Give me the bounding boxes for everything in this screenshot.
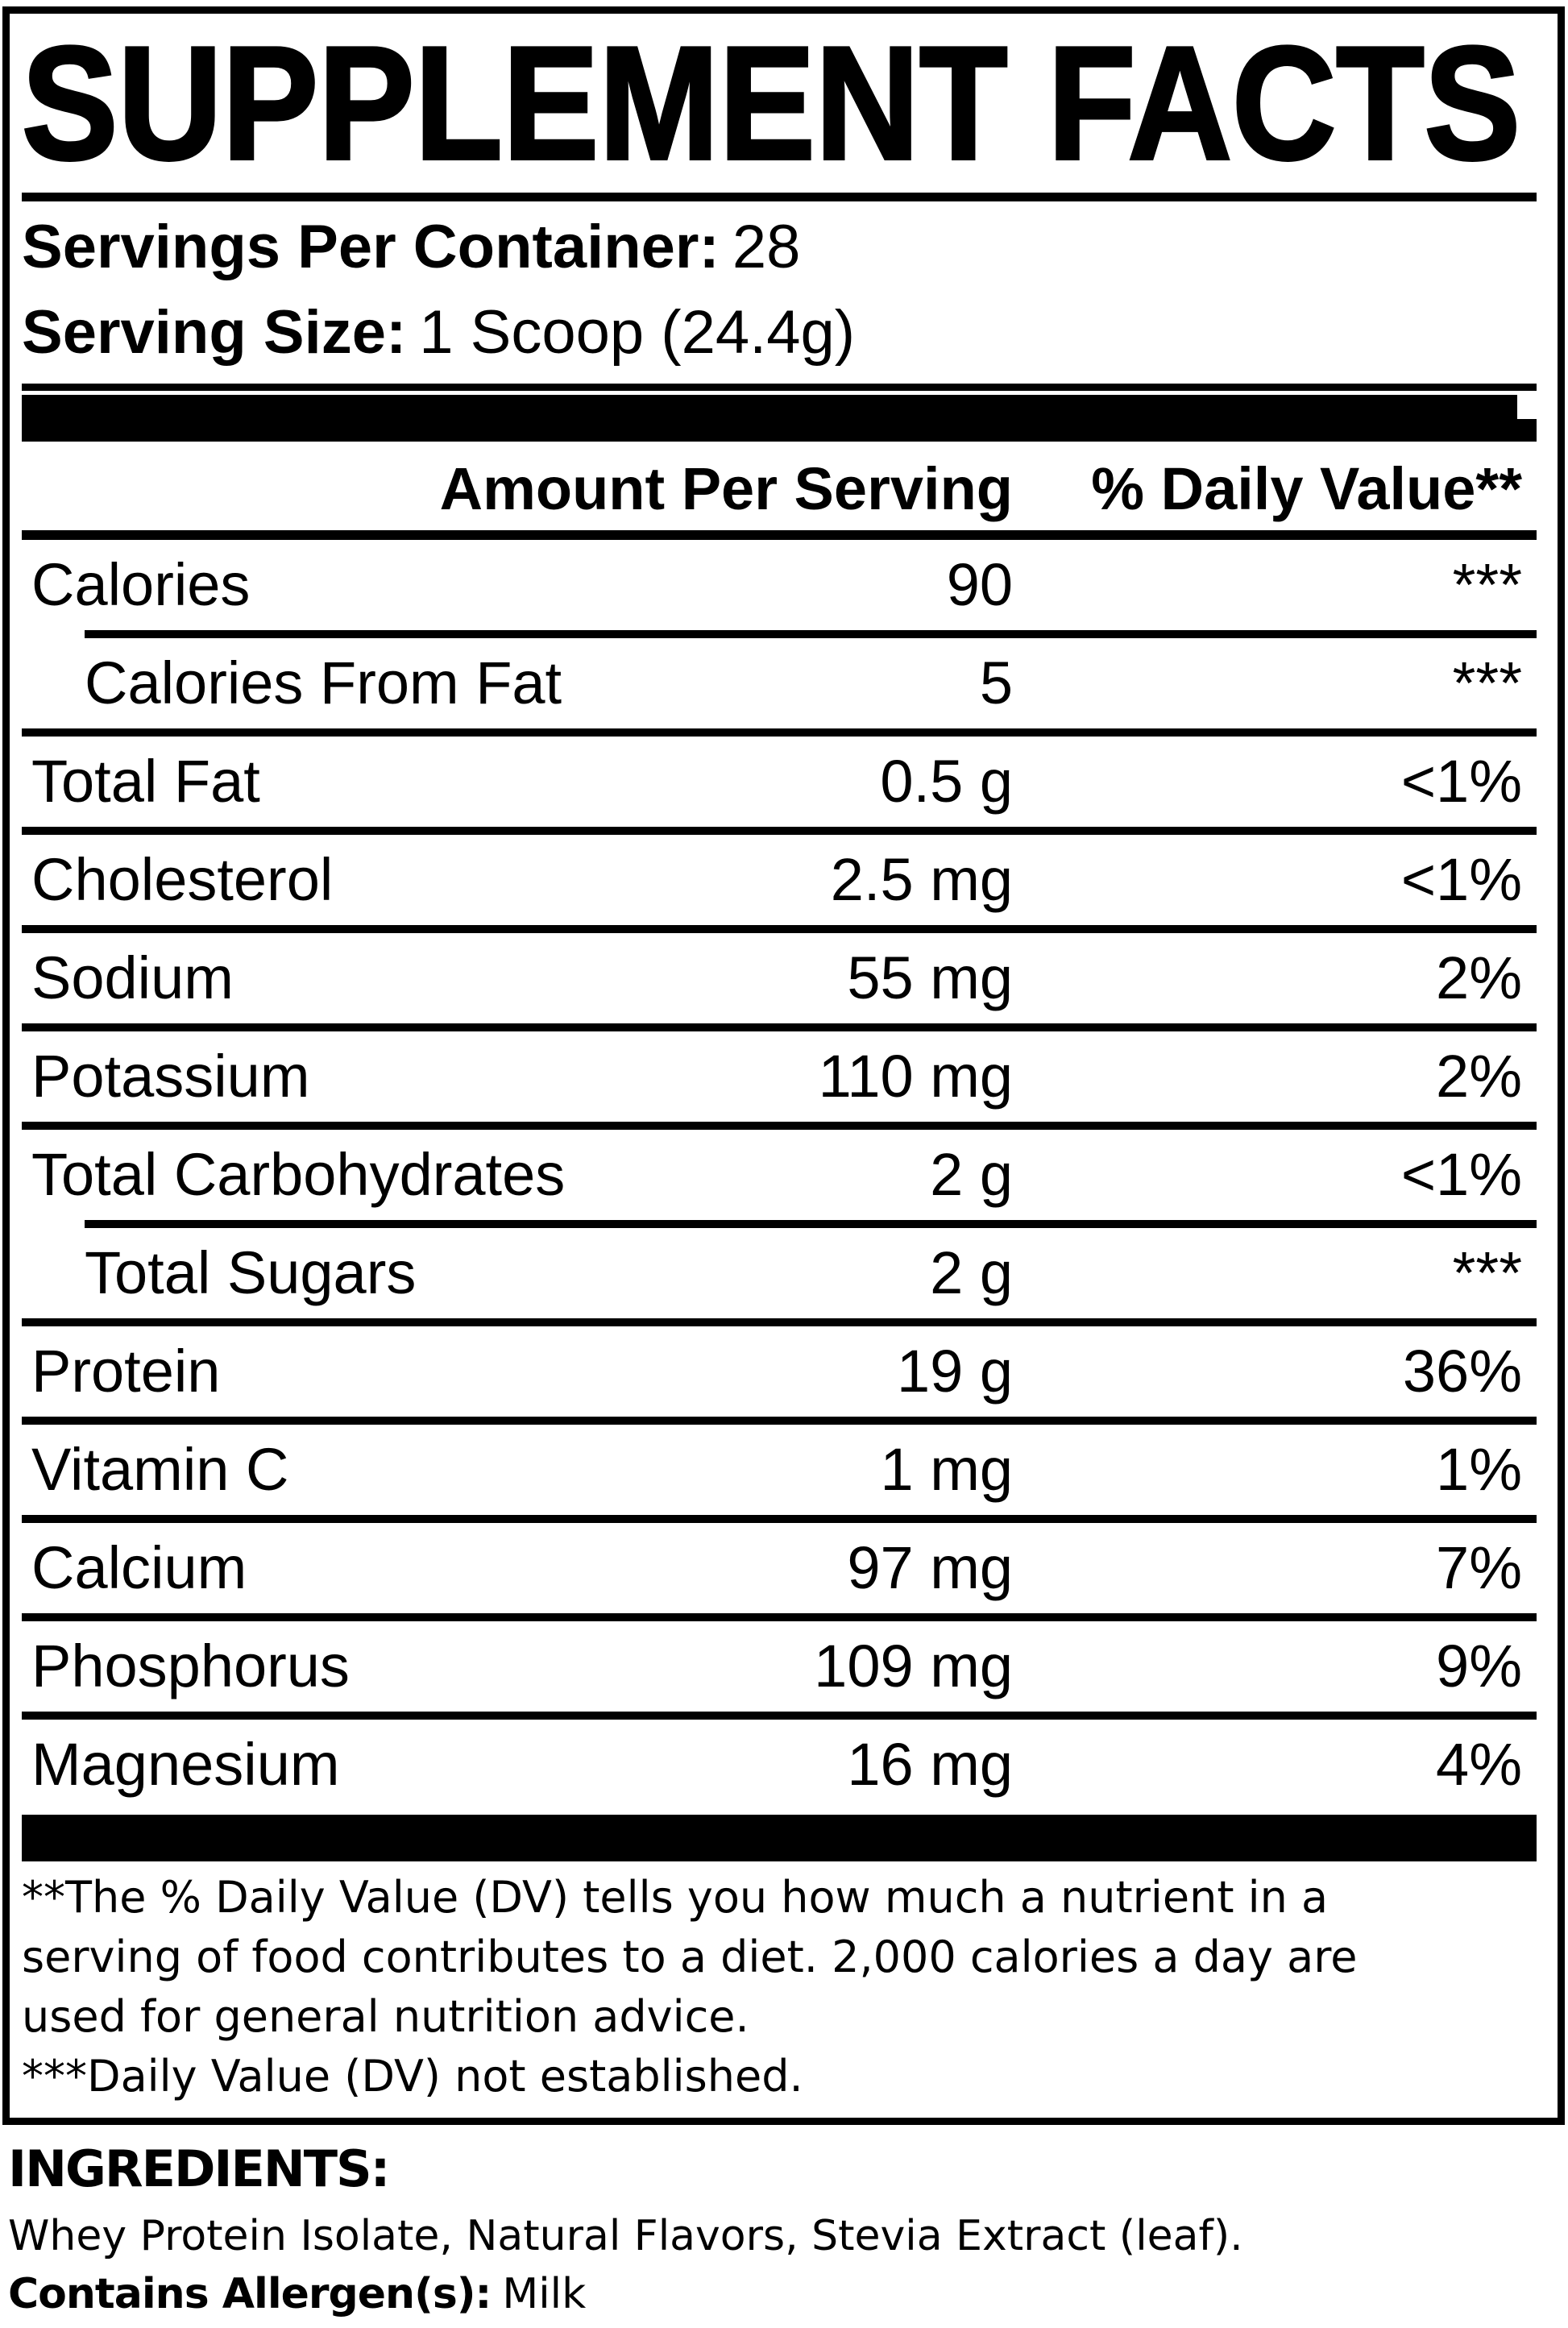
footnote-line: **The % Daily Value (DV) tells you how m… [22, 1872, 1329, 1923]
nutrient-amount: 97 mg [847, 1534, 1013, 1601]
nutrient-dv: <1% [1400, 748, 1522, 815]
ingredients-heading: INGREDIENTS: [8, 2139, 390, 2198]
nutrient-dv: *** [1452, 1239, 1522, 1306]
daily-value-header: % Daily Value** [1091, 455, 1522, 522]
serving-divider [22, 384, 1537, 391]
row-divider [22, 925, 1537, 933]
row-divider [22, 728, 1537, 737]
daily-value-footnote: **The % Daily Value (DV) tells you how m… [22, 1868, 1537, 2106]
footnote-line: serving of food contributes to a diet. 2… [22, 1932, 1358, 1982]
nutrient-amount: 110 mg [818, 1043, 1013, 1110]
nutrient-name: Total Fat [31, 748, 260, 815]
nutrient-row-calories-from-fat: Calories From Fat 5 *** [22, 638, 1537, 728]
nutrient-dv: 9% [1436, 1633, 1522, 1699]
nutrient-row-phosphorus: Phosphorus 109 mg 9% [22, 1621, 1537, 1712]
nutrient-dv: *** [1452, 551, 1522, 618]
header-divider [22, 530, 1537, 540]
nutrient-row-cholesterol: Cholesterol 2.5 mg <1% [22, 835, 1537, 925]
nutrient-row-magnesium: Magnesium 16 mg 4% [22, 1720, 1537, 1810]
nutrient-dv: <1% [1400, 846, 1522, 913]
nutrient-row-calories: Calories 90 *** [22, 540, 1537, 630]
nutrient-amount: 1 mg [880, 1436, 1013, 1503]
nutrient-dv: 4% [1436, 1731, 1522, 1798]
nutrient-name: Calories From Fat [85, 649, 562, 716]
nutrient-dv: 7% [1436, 1534, 1522, 1601]
serving-size-value: 1 Scoop (24.4g) [419, 298, 856, 367]
nutrient-name: Total Sugars [85, 1239, 417, 1306]
nutrient-row-calcium: Calcium 97 mg 7% [22, 1523, 1537, 1613]
nutrient-amount: 5 [979, 649, 1013, 716]
servings-per-container-value: 28 [732, 213, 801, 281]
nutrient-name: Sodium [31, 944, 234, 1011]
nutrient-row-total-carbohydrates: Total Carbohydrates 2 g <1% [22, 1130, 1537, 1220]
panel-title: SUPPLEMENT FACTS [22, 38, 1522, 173]
nutrient-amount: 109 mg [814, 1633, 1013, 1699]
row-divider-indented [85, 1220, 1537, 1228]
serving-size-label: Serving Size: [22, 298, 407, 367]
allergen-label: Contains Allergen(s): [8, 2270, 492, 2318]
nutrient-name: Magnesium [31, 1731, 340, 1798]
nutrient-amount: 90 [946, 551, 1013, 618]
nutrient-amount: 16 mg [847, 1731, 1013, 1798]
row-divider [22, 1712, 1537, 1720]
nutrient-amount: 19 g [896, 1338, 1013, 1405]
servings-per-container: Servings Per Container: 28 [22, 211, 1537, 284]
nutrient-dv: <1% [1400, 1141, 1522, 1208]
allergen-value: Milk [502, 2270, 587, 2318]
ingredients-section: INGREDIENTS: Whey Protein Isolate, Natur… [8, 2143, 1560, 2320]
nutrient-dv: 1% [1436, 1436, 1522, 1503]
row-divider [22, 1122, 1537, 1130]
nutrient-name: Potassium [31, 1043, 310, 1110]
nutrient-name: Total Carbohydrates [31, 1141, 566, 1208]
nutrient-row-potassium: Potassium 110 mg 2% [22, 1031, 1537, 1122]
nutrient-name: Calcium [31, 1534, 247, 1601]
nutrient-row-total-sugars: Total Sugars 2 g *** [22, 1228, 1537, 1318]
nutrient-dv: 2% [1436, 944, 1522, 1011]
nutrient-dv: *** [1452, 649, 1522, 716]
serving-size: Serving Size: 1 Scoop (24.4g) [22, 297, 1537, 369]
nutrient-name: Protein [31, 1338, 221, 1405]
nutrient-row-vitamin-c: Vitamin C 1 mg 1% [22, 1425, 1537, 1515]
amount-per-serving-header: Amount Per Serving [439, 455, 1013, 522]
panel-title-text: SUPPLEMENT FACTS [22, 38, 1520, 173]
allergen-statement: Contains Allergen(s): Milk [8, 2268, 1560, 2320]
nutrient-row-protein: Protein 19 g 36% [22, 1326, 1537, 1417]
nutrient-dv: 36% [1402, 1338, 1522, 1405]
row-divider-indented [85, 630, 1537, 638]
ingredients-list: Whey Protein Isolate, Natural Flavors, S… [8, 2212, 1243, 2260]
title-divider [22, 193, 1537, 201]
row-divider [22, 1318, 1537, 1326]
servings-per-container-label: Servings Per Container: [22, 213, 720, 281]
column-header-row: Amount Per Serving % Daily Value** [22, 442, 1537, 530]
nutrient-amount: 2 g [930, 1239, 1013, 1306]
nutrient-name: Cholesterol [31, 846, 334, 913]
nutrient-amount: 2.5 mg [830, 846, 1013, 913]
nutrient-dv: 2% [1436, 1043, 1522, 1110]
nutrient-row-sodium: Sodium 55 mg 2% [22, 933, 1537, 1023]
bottom-black-bar [22, 1815, 1537, 1861]
nutrient-amount: 2 g [930, 1141, 1013, 1208]
nutrient-name: Phosphorus [31, 1633, 350, 1699]
nutrient-row-total-fat: Total Fat 0.5 g <1% [22, 737, 1537, 827]
nutrient-name: Calories [31, 551, 251, 618]
row-divider [22, 1417, 1537, 1425]
nutrient-name: Vitamin C [31, 1436, 289, 1503]
footnote-line: ***Daily Value (DV) not established. [22, 2051, 803, 2102]
row-divider [22, 1613, 1537, 1621]
nutrient-amount: 55 mg [847, 944, 1013, 1011]
row-divider [22, 1023, 1537, 1031]
nutrient-amount: 0.5 g [880, 748, 1013, 815]
top-black-bar [22, 395, 1537, 442]
row-divider [22, 827, 1537, 835]
footnote-line: used for general nutrition advice. [22, 1991, 749, 2042]
supplement-facts-panel: SUPPLEMENT FACTS Servings Per Container:… [2, 6, 1565, 2125]
row-divider [22, 1515, 1537, 1523]
